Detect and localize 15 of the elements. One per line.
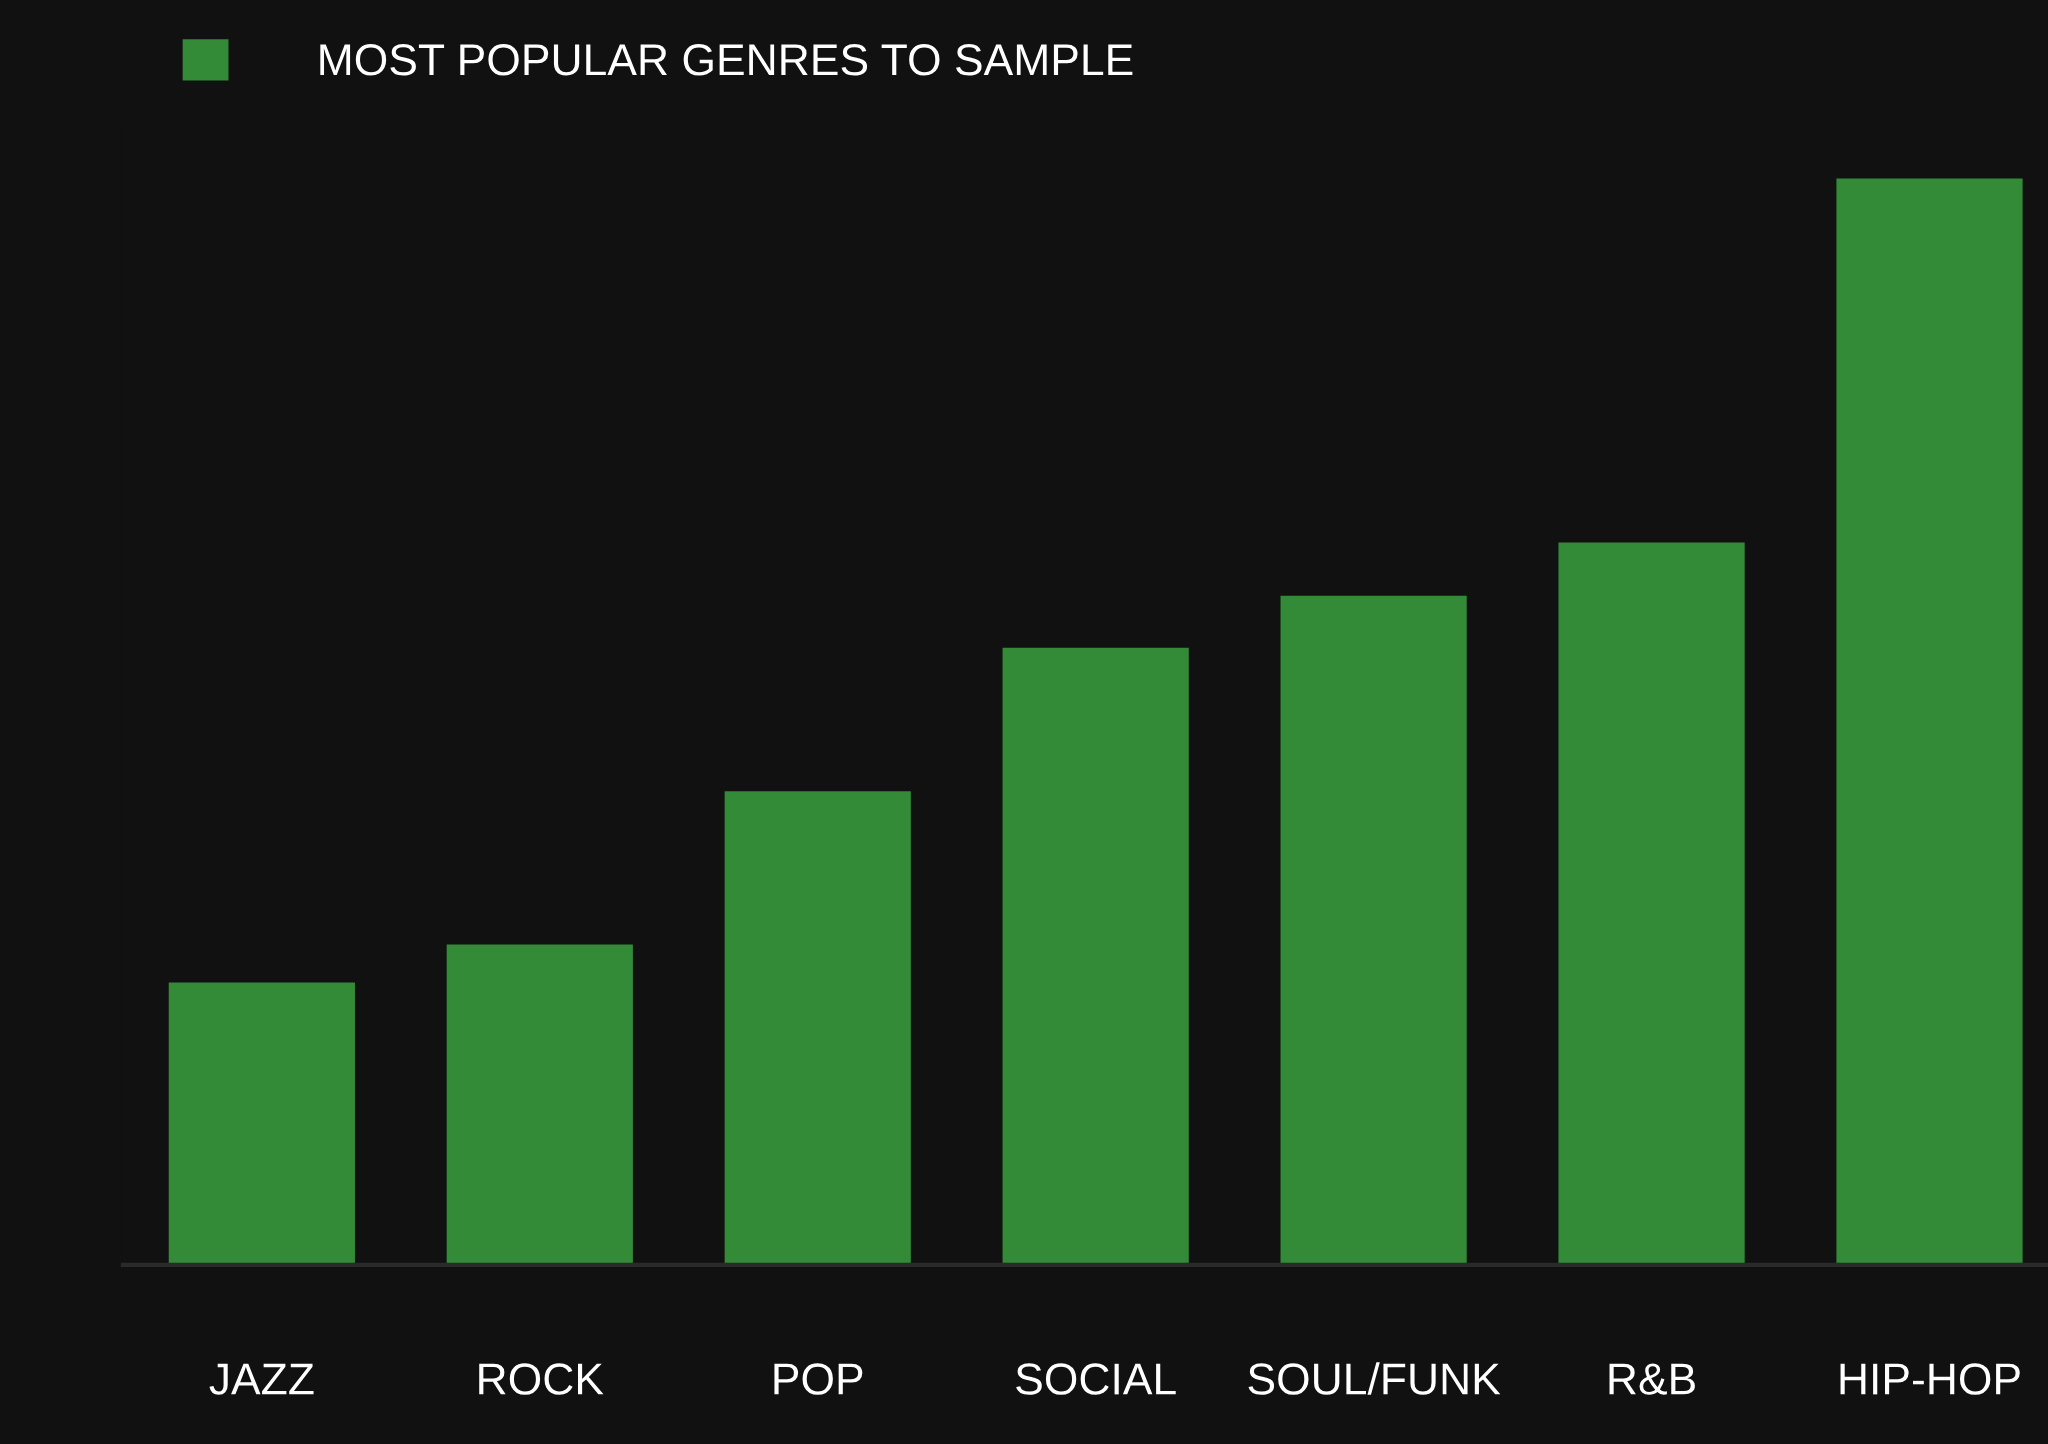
bar: [1002, 647, 1189, 1265]
bar: [1558, 542, 1745, 1265]
x-tick-label: SOUL/FUNK: [1248, 1362, 1501, 1395]
x-tick-label: R&B: [1609, 1363, 1695, 1395]
x-tick-label: HIP-HOP: [1840, 1363, 2020, 1395]
bar: [1280, 595, 1467, 1265]
x-tick-label: POP: [774, 1363, 863, 1395]
bar: [168, 982, 355, 1265]
x-tick-label: SOCIAL: [1016, 1363, 1176, 1395]
bar: [446, 944, 633, 1265]
bar: [1836, 178, 2023, 1265]
legend-label: MOST POPULAR GENRES TO SAMPLE: [320, 44, 1133, 76]
x-tick-label: ROCK: [479, 1363, 604, 1395]
x-tick-label: JAZZ: [209, 1363, 314, 1395]
bar: [724, 791, 911, 1265]
